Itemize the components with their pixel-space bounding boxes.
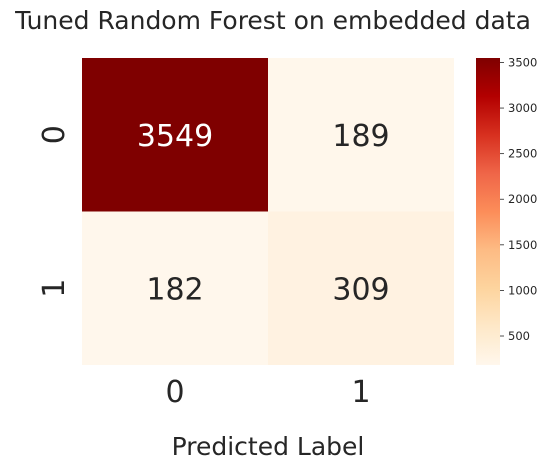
colorbar-tick-label-4: 2500 [508, 147, 537, 161]
heatmap-cell-0-0 [82, 58, 268, 212]
heatmap-cells [82, 58, 454, 365]
x-tick-label-0: 0 [165, 375, 184, 410]
heatmap-cell-1-1 [268, 211, 454, 365]
y-tick-label-1: 1 [37, 279, 72, 298]
heatmap-cell-0-1 [268, 58, 454, 212]
colorbar-tick-label-2: 1500 [508, 238, 537, 252]
colorbar-tick-label-1: 1000 [508, 283, 537, 297]
colorbar [476, 58, 500, 365]
y-tick-labels: 01 [37, 125, 72, 298]
cell-value-1-1: 309 [332, 272, 389, 307]
cell-annotations: 3549 189 182 309 [137, 119, 390, 308]
cell-value-0-1: 189 [332, 119, 389, 154]
colorbar-tick-label-5: 3000 [508, 101, 537, 115]
x-tick-label-1: 1 [351, 375, 370, 410]
y-tick-label-0: 0 [37, 125, 72, 144]
chart-title: Tuned Random Forest on embedded data [15, 6, 531, 35]
colorbar-tick-label-3: 2000 [508, 192, 537, 206]
heatmap-cell-1-0 [82, 211, 268, 365]
colorbar-tick-label-0: 500 [508, 329, 530, 343]
cell-value-1-0: 182 [146, 272, 203, 307]
cell-value-0-0: 3549 [137, 119, 213, 154]
colorbar-tick-label-6: 3500 [508, 55, 537, 69]
colorbar-ticks: 500 1000 1500 2000 2500 3000 3500 [500, 55, 537, 343]
x-axis-label: Predicted Label [172, 432, 365, 461]
